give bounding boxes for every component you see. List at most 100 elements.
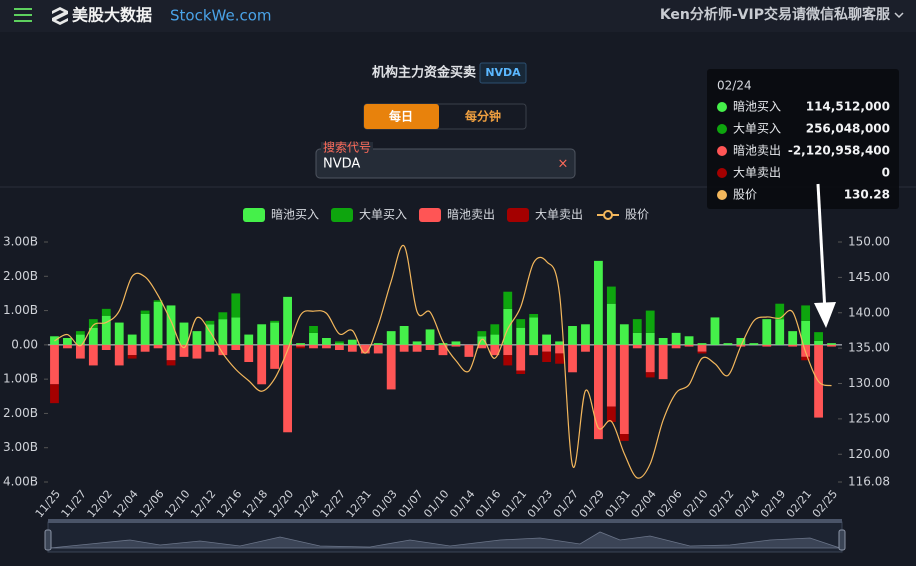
y-tick-label: 2.00B xyxy=(3,406,38,420)
bar xyxy=(50,344,59,385)
bar xyxy=(153,302,163,345)
bar xyxy=(555,344,564,354)
tab[interactable]: 每分钟 xyxy=(465,109,501,124)
bar xyxy=(386,331,396,345)
bar xyxy=(490,334,500,345)
bar xyxy=(503,344,513,356)
tooltip-marker xyxy=(717,124,727,134)
bar xyxy=(101,315,111,345)
y2-tick-label: 135.00 xyxy=(848,341,890,355)
search-input[interactable]: NVDA xyxy=(323,157,360,172)
bar xyxy=(581,324,590,345)
account[interactable]: Ken分析师-VIP交易请微信私聊客服 xyxy=(660,6,891,23)
legend-label: 大单卖出 xyxy=(535,208,583,222)
bar xyxy=(231,317,241,345)
y2-tick-label: 116.08 xyxy=(848,475,890,489)
bar xyxy=(75,334,85,345)
bar xyxy=(516,344,526,371)
bar xyxy=(827,343,836,345)
menu-icon[interactable] xyxy=(14,8,32,22)
search-clear[interactable]: × xyxy=(558,157,569,172)
tooltip: 02/24 暗池买入 114,512,000 大单买入 256,048,000 暗池卖出… xyxy=(707,69,899,209)
bar xyxy=(632,319,642,333)
bar xyxy=(412,344,422,352)
y-tick-label: 0.00 xyxy=(11,337,38,351)
bar xyxy=(814,332,823,341)
bar xyxy=(581,344,590,352)
bar xyxy=(529,317,539,345)
bar xyxy=(529,344,539,356)
bar xyxy=(606,406,616,422)
bar xyxy=(192,331,202,345)
bar xyxy=(555,353,564,364)
bar xyxy=(114,322,124,345)
legend-label: 股价 xyxy=(625,208,649,222)
tooltip-label: 股价 xyxy=(733,188,757,202)
legend-swatch xyxy=(603,210,613,220)
chevron xyxy=(894,12,904,19)
bar xyxy=(296,344,305,347)
bar xyxy=(542,351,552,362)
bar xyxy=(697,351,707,354)
bar xyxy=(503,291,513,309)
tab-active[interactable] xyxy=(364,104,439,129)
tab[interactable]: 每日 xyxy=(389,109,413,124)
y2-tick-label: 140.00 xyxy=(848,305,890,319)
y2-tick-label: 125.00 xyxy=(848,411,890,425)
bar xyxy=(658,338,668,345)
bar xyxy=(451,341,461,345)
bar xyxy=(296,343,305,345)
ticker: NVDA xyxy=(485,66,521,79)
bar xyxy=(464,344,474,357)
bar xyxy=(645,310,655,333)
tooltip-marker xyxy=(717,190,727,200)
bar xyxy=(218,319,228,345)
y-tick-label: 3.00B xyxy=(3,235,38,249)
search-box[interactable] xyxy=(315,148,576,179)
bar xyxy=(542,334,552,345)
site[interactable]: StockWe.com xyxy=(170,7,272,25)
tooltip-label: 暗池买入 xyxy=(733,99,781,114)
bar xyxy=(684,336,694,345)
bar xyxy=(697,343,707,345)
y-tick-label: 3.00B xyxy=(3,440,38,454)
bar xyxy=(645,372,655,378)
bar xyxy=(231,344,241,350)
bar xyxy=(192,344,202,359)
y-tick-label: 1.00B xyxy=(3,372,38,386)
bar xyxy=(218,312,228,320)
zoom-handle[interactable] xyxy=(44,529,52,551)
legend-label: 暗池卖出 xyxy=(447,207,495,222)
brand[interactable]: 美股大数据 xyxy=(72,6,152,25)
zoom-preview xyxy=(49,531,841,549)
bar xyxy=(606,344,616,407)
bar xyxy=(542,344,552,352)
tooltip-bg xyxy=(707,69,899,209)
legend-swatch xyxy=(507,208,529,222)
bar xyxy=(373,343,383,345)
tooltip-value: 114,512,000 xyxy=(806,100,890,114)
legend-swatch xyxy=(331,208,353,222)
zoom-handle[interactable] xyxy=(838,529,846,551)
arrow-head xyxy=(814,302,836,328)
bar xyxy=(412,341,422,345)
bar xyxy=(632,344,642,349)
bar xyxy=(88,319,98,328)
bar xyxy=(127,344,137,356)
bar xyxy=(153,300,163,302)
bar xyxy=(438,343,448,345)
bar xyxy=(347,339,357,345)
bar xyxy=(619,344,629,434)
bar xyxy=(801,305,811,321)
y-tick-label: 2.00B xyxy=(3,269,38,283)
bar xyxy=(101,344,111,350)
bar xyxy=(749,343,759,345)
bar xyxy=(568,326,577,345)
bar xyxy=(309,326,318,333)
zoom-bar[interactable] xyxy=(48,519,842,523)
bar xyxy=(399,344,409,352)
legend-swatch xyxy=(419,208,441,222)
bar xyxy=(671,332,681,345)
bar xyxy=(75,344,85,359)
